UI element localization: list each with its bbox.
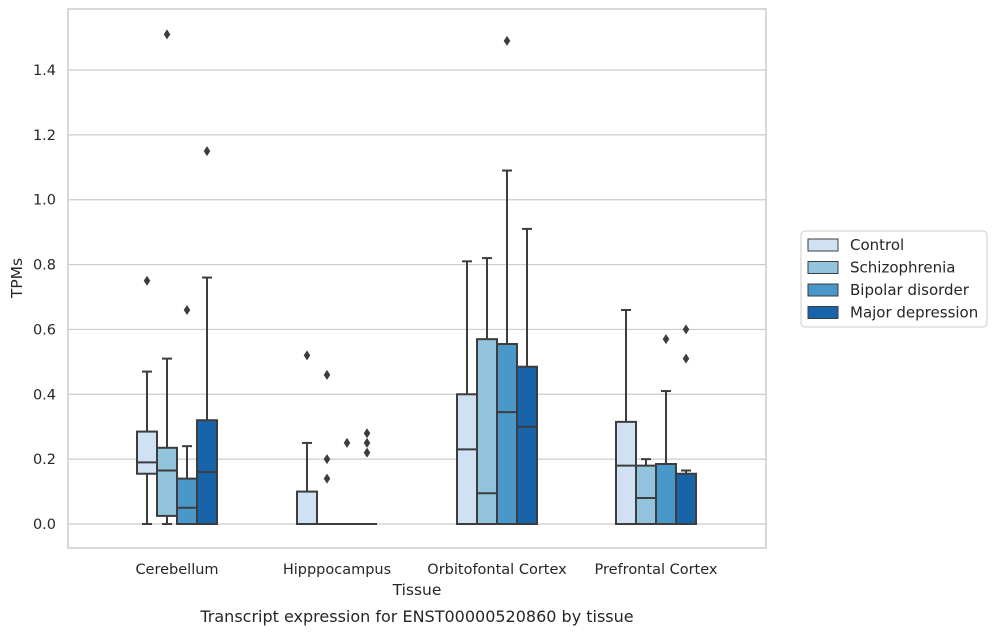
box-body xyxy=(615,420,637,526)
outlier-point xyxy=(363,447,371,458)
legend-swatch xyxy=(807,238,839,252)
box-body xyxy=(675,472,697,526)
y-tick-label: 0.2 xyxy=(33,452,56,468)
outlier-point xyxy=(662,334,670,345)
legend-label: Control xyxy=(850,236,904,254)
y-tick-label: 1.0 xyxy=(33,193,56,209)
box-body xyxy=(156,446,178,517)
box-major-depression xyxy=(675,324,697,526)
legend-swatch xyxy=(807,283,839,297)
box-body xyxy=(296,490,318,526)
box-schizophrenia xyxy=(156,29,178,525)
y-tick-label: 1.4 xyxy=(33,63,56,79)
box-bipolar-disorder xyxy=(496,35,518,525)
box-body xyxy=(655,463,677,525)
outlier-point xyxy=(323,473,331,484)
x-tick-label: Hipppocampus xyxy=(283,562,391,578)
outlier-point xyxy=(143,275,151,286)
box-control xyxy=(615,308,637,526)
legend-swatch xyxy=(807,261,839,274)
legend-label: Schizophrenia xyxy=(850,259,955,277)
y-axis-label: TPMs xyxy=(8,258,26,299)
box-body xyxy=(136,430,158,475)
gridlines xyxy=(68,69,766,525)
outlier-point xyxy=(163,29,171,40)
box-plot-series xyxy=(136,29,697,526)
legend-label: Bipolar disorder xyxy=(850,281,970,299)
box-control xyxy=(136,275,158,525)
plot-frame xyxy=(67,8,767,549)
y-tick-label: 1.2 xyxy=(33,128,56,144)
box-bipolar-disorder xyxy=(176,304,198,526)
box-major-depression xyxy=(516,227,538,525)
y-tick-label: 0.6 xyxy=(33,322,56,338)
chart-caption: Transcript expression for ENST0000052086… xyxy=(199,607,633,626)
x-axis-ticks: Cerebellum Hipppocampus Orbitofontal Corte… xyxy=(135,562,717,578)
legend-swatch xyxy=(807,306,839,319)
y-axis-ticks: 0.0 0.2 0.4 0.6 0.8 1.0 1.2 1.4 xyxy=(33,63,56,533)
box-control xyxy=(296,350,318,526)
outlier-point xyxy=(682,324,690,335)
box-bipolar-disorder xyxy=(337,437,357,525)
x-tick-label: Cerebellum xyxy=(135,562,218,578)
outlier-point xyxy=(363,437,371,448)
y-tick-label: 0.4 xyxy=(33,387,56,403)
box-body xyxy=(635,464,657,525)
outlier-point xyxy=(323,454,331,465)
outlier-point xyxy=(323,369,331,380)
x-axis-label: Tissue xyxy=(392,581,442,599)
box-control xyxy=(456,260,478,525)
box-major-depression xyxy=(357,428,377,525)
box-body xyxy=(496,343,518,525)
box-body xyxy=(176,477,198,526)
box-body xyxy=(516,365,538,525)
outlier-point xyxy=(183,304,191,315)
box-major-depression xyxy=(196,146,218,526)
box-schizophrenia xyxy=(635,458,657,525)
y-tick-label: 0.8 xyxy=(33,258,56,274)
legend-frame xyxy=(800,230,988,328)
legend-label: Major depression xyxy=(850,304,978,322)
box-bipolar-disorder xyxy=(655,334,677,525)
outlier-point xyxy=(303,350,311,361)
outlier-point xyxy=(203,146,211,157)
outlier-point xyxy=(363,428,371,439)
outlier-point xyxy=(503,35,511,46)
x-tick-label: Orbitofontal Cortex xyxy=(427,562,567,578)
outlier-point xyxy=(682,353,690,364)
box-schizophrenia xyxy=(476,257,498,525)
box-body xyxy=(456,393,478,525)
box-body xyxy=(476,338,498,525)
box-schizophrenia xyxy=(317,369,337,525)
y-tick-label: 0.0 xyxy=(33,517,56,533)
x-tick-label: Prefrontal Cortex xyxy=(595,562,718,578)
outlier-point xyxy=(343,437,351,448)
legend: Control Schizophrenia Bipolar disorder Majo… xyxy=(800,230,988,328)
